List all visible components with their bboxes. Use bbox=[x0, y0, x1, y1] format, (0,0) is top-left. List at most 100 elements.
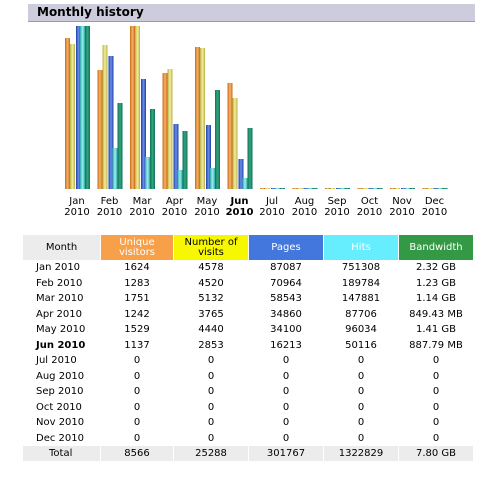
cell-bandwidth: 0 bbox=[432, 355, 440, 367]
bar-pages-sep bbox=[336, 188, 341, 189]
cell-number-of-visits: 0 bbox=[207, 432, 215, 444]
bar-unique-visitors-jul bbox=[260, 188, 265, 189]
bar-unique-visitors-dec bbox=[422, 188, 428, 189]
cell-number-of-visits: 0 bbox=[207, 401, 215, 413]
bar-bandwidth-jun bbox=[247, 128, 253, 189]
cell-number-of-visits: 5132 bbox=[198, 293, 224, 305]
cell-month: Dec 2010 bbox=[36, 432, 84, 444]
bar-number-of-visits-sep bbox=[330, 188, 335, 189]
bar-unique-visitors-jun bbox=[227, 83, 233, 189]
bar-bandwidth-may bbox=[215, 90, 220, 189]
cell-bandwidth: 1.23 GB bbox=[415, 277, 457, 289]
cell-bandwidth: 0 bbox=[432, 401, 440, 413]
table-row: Jul 2010 0 0 0 0 0 bbox=[23, 353, 473, 369]
cell-pages: 87087 bbox=[270, 262, 302, 274]
monthly-history-chart: Jan2010Feb2010Mar2010Apr2010May2010Jun20… bbox=[64, 26, 448, 218]
x-tick-year-label: 2010 bbox=[422, 207, 447, 218]
bar-hits-oct bbox=[372, 188, 378, 189]
cell-bandwidth: 1.14 GB bbox=[415, 293, 457, 305]
cell-unique-visitors: 0 bbox=[133, 386, 141, 398]
cell-hits: 0 bbox=[357, 417, 365, 429]
cell-month: Nov 2010 bbox=[36, 417, 85, 429]
table-header-row: Month Unique visitors Number of visits P… bbox=[23, 235, 473, 260]
cell-pages: 16213 bbox=[270, 339, 302, 351]
section-header: Monthly history bbox=[28, 4, 475, 22]
cell-unique-visitors: 1137 bbox=[124, 339, 150, 351]
cell-unique-visitors: 1242 bbox=[124, 308, 150, 320]
bar-hits-feb bbox=[112, 148, 118, 189]
bar-number-of-visits-oct bbox=[362, 188, 368, 189]
cell-bandwidth: 0 bbox=[432, 417, 440, 429]
x-tick-year-label: 2010 bbox=[324, 207, 349, 218]
x-tick-year-label: 2010 bbox=[64, 207, 89, 218]
bar-hits-jul bbox=[275, 188, 280, 189]
cell-number-of-visits: 4578 bbox=[198, 262, 224, 274]
cell-unique-visitors: 1529 bbox=[124, 324, 150, 336]
bar-number-of-visits-jun bbox=[232, 98, 238, 189]
bar-hits-apr bbox=[177, 170, 183, 189]
bar-number-of-visits-nov bbox=[395, 188, 400, 189]
cell-number-of-visits: 3765 bbox=[198, 308, 224, 320]
bar-hits-jun bbox=[242, 178, 248, 189]
x-tick-month-label: May bbox=[197, 196, 218, 207]
bar-number-of-visits-jul bbox=[265, 188, 270, 189]
cell-month: Sep 2010 bbox=[36, 386, 84, 398]
table-total-row: Total 8566 25288 301767 1322829 7.80 GB bbox=[23, 446, 473, 461]
cell-number-of-visits: 2853 bbox=[198, 339, 224, 351]
x-tick-year-label: 2010 bbox=[292, 207, 317, 218]
header-month: Month bbox=[23, 235, 100, 260]
table-row: Mar 2010 1751 5132 58543 147881 1.14 GB bbox=[23, 291, 473, 307]
x-tick-month-label: Aug bbox=[295, 196, 315, 207]
bar-unique-visitors-apr bbox=[162, 73, 168, 189]
cell-unique-visitors: 1283 bbox=[124, 277, 150, 289]
cell-hits: 96034 bbox=[345, 324, 377, 336]
cell-pages: 0 bbox=[282, 432, 290, 444]
cell-hits: 0 bbox=[357, 370, 365, 382]
bar-unique-visitors-feb bbox=[97, 70, 103, 189]
bar-hits-jan bbox=[80, 26, 85, 189]
cell-month: Jan 2010 bbox=[36, 262, 81, 274]
cell-bandwidth: 887.79 MB bbox=[409, 339, 463, 351]
bar-number-of-visits-may bbox=[200, 48, 205, 189]
bar-hits-nov bbox=[405, 188, 410, 189]
bar-unique-visitors-jan bbox=[65, 38, 70, 189]
x-tick-month-label: Jun bbox=[230, 196, 249, 207]
x-tick-year-label: 2010 bbox=[259, 207, 284, 218]
x-tick-month-label: Mar bbox=[133, 196, 153, 207]
bar-pages-jul bbox=[271, 188, 276, 189]
table-row: Aug 2010 0 0 0 0 0 bbox=[23, 369, 473, 385]
total-label: Total bbox=[23, 446, 100, 461]
x-tick-month-label: Nov bbox=[392, 196, 412, 207]
monthly-history-table: Month Unique visitors Number of visits P… bbox=[22, 235, 474, 461]
bar-hits-dec bbox=[437, 188, 443, 189]
cell-month: Jun 2010 bbox=[36, 339, 86, 351]
total-unique-visitors: 8566 bbox=[101, 446, 173, 461]
cell-unique-visitors: 1624 bbox=[124, 262, 150, 274]
table-row: Jan 2010 1624 4578 87087 751308 2.32 GB bbox=[23, 260, 473, 276]
bar-unique-visitors-mar bbox=[130, 26, 135, 189]
header-number-of-visits: Number of visits bbox=[174, 235, 248, 260]
bar-pages-jun bbox=[238, 159, 244, 189]
cell-number-of-visits: 0 bbox=[207, 355, 215, 367]
x-tick-year-label: 2010 bbox=[129, 207, 154, 218]
table-row: Sep 2010 0 0 0 0 0 bbox=[23, 384, 473, 400]
cell-bandwidth: 0 bbox=[432, 370, 440, 382]
header-hits: Hits bbox=[324, 235, 398, 260]
cell-bandwidth: 0 bbox=[432, 386, 440, 398]
table-row: Jun 2010 1137 2853 16213 50116 887.79 MB bbox=[23, 338, 473, 354]
bar-bandwidth-sep bbox=[345, 188, 350, 189]
cell-pages: 0 bbox=[282, 386, 290, 398]
table-row: Dec 2010 0 0 0 0 0 bbox=[23, 431, 473, 447]
cell-bandwidth: 849.43 MB bbox=[409, 308, 463, 320]
cell-month: Jul 2010 bbox=[36, 355, 77, 367]
bar-bandwidth-apr bbox=[182, 131, 188, 189]
table-row: Feb 2010 1283 4520 70964 189784 1.23 GB bbox=[23, 276, 473, 292]
bar-number-of-visits-aug bbox=[297, 188, 303, 189]
bar-hits-aug bbox=[307, 188, 313, 189]
cell-month: May 2010 bbox=[36, 324, 86, 336]
cell-pages: 0 bbox=[282, 417, 290, 429]
cell-pages: 0 bbox=[282, 370, 290, 382]
x-tick-year-label: 2010 bbox=[226, 207, 254, 218]
x-tick-year-label: 2010 bbox=[194, 207, 219, 218]
bar-bandwidth-mar bbox=[150, 109, 155, 189]
